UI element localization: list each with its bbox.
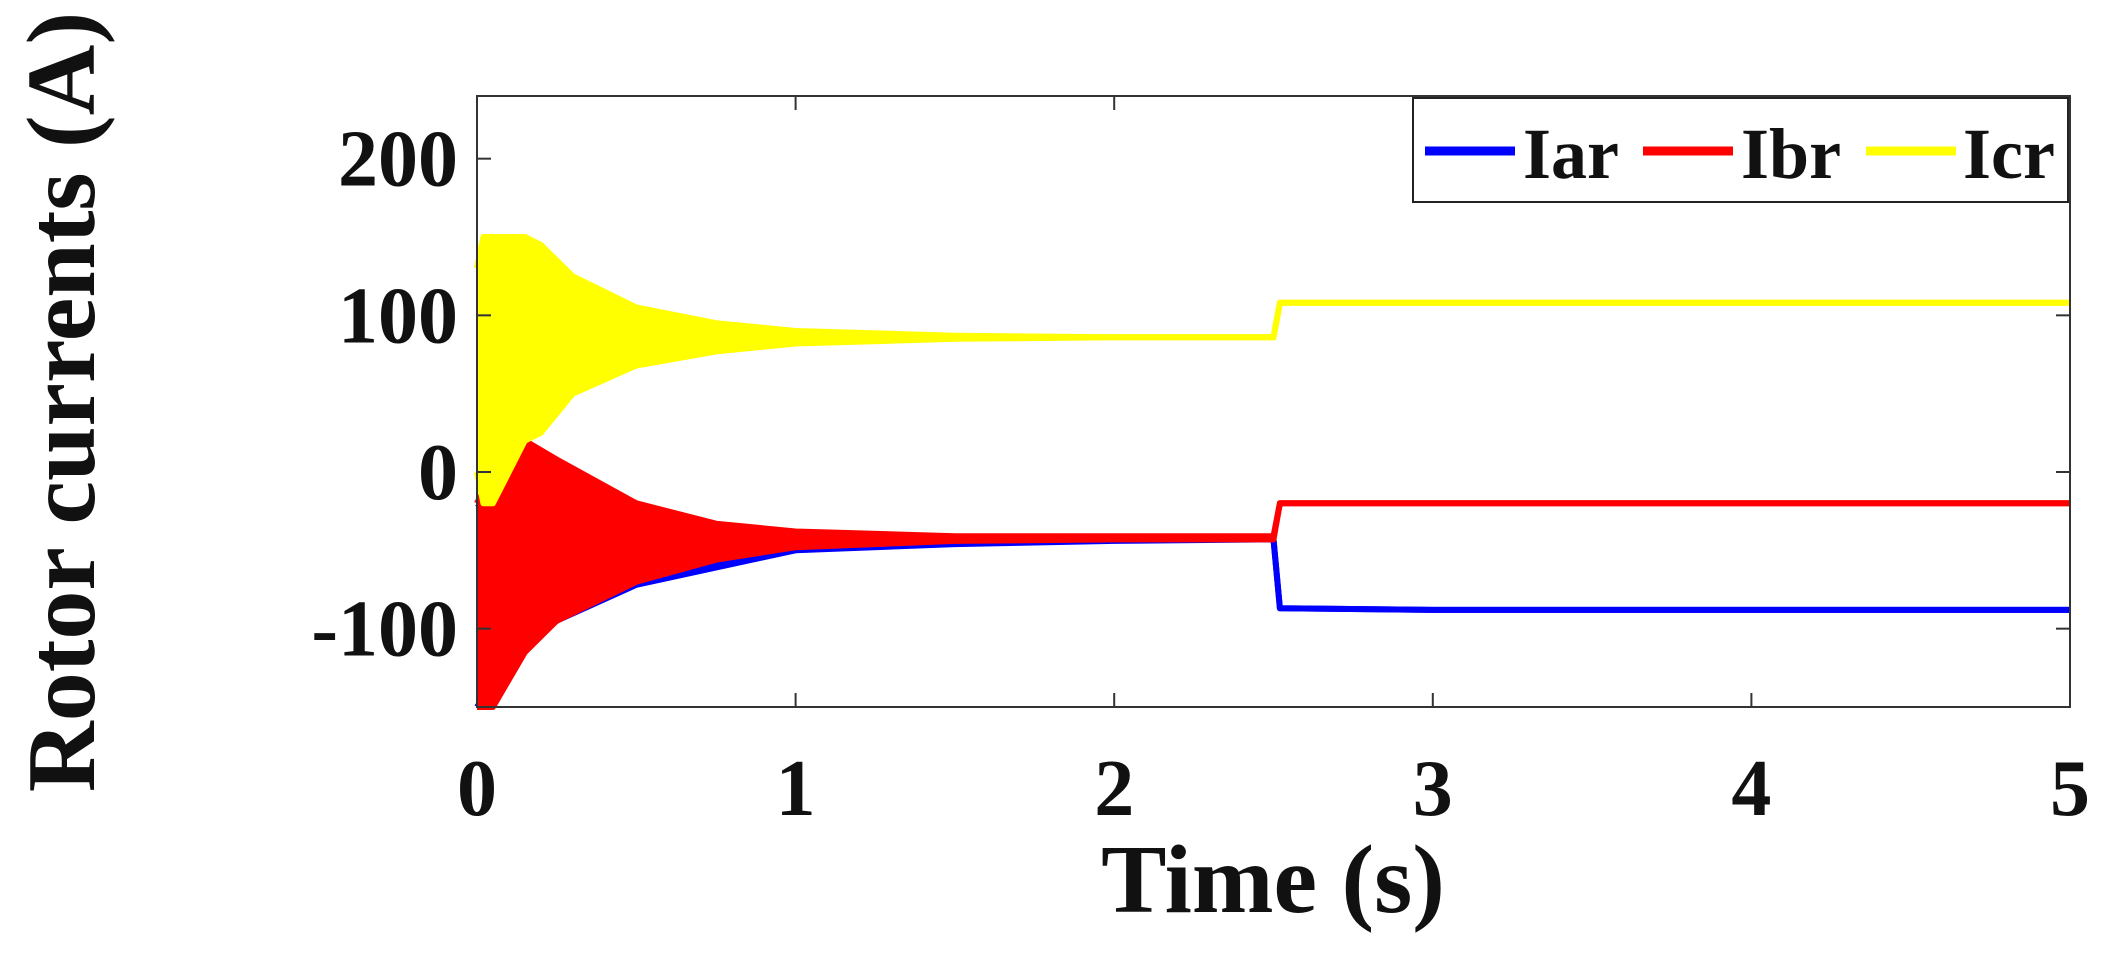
legend-label-iar: Iar bbox=[1523, 114, 1619, 194]
legend-label-ibr: Ibr bbox=[1741, 114, 1841, 194]
x-tick-label: 5 bbox=[2050, 745, 2090, 833]
x-tick-label: 0 bbox=[457, 745, 497, 833]
series-envelope-icr bbox=[477, 237, 2070, 504]
series-line-ibr-lower bbox=[477, 500, 2070, 710]
plot-frame bbox=[476, 95, 2071, 708]
legend-label-icr: Icr bbox=[1963, 114, 2055, 194]
x-tick-label: 2 bbox=[1094, 745, 1134, 833]
series-line-ibr-upper bbox=[474, 437, 2070, 540]
legend: Iar Ibr Icr bbox=[1412, 97, 2069, 203]
data-layer bbox=[474, 234, 2070, 710]
y-tick-label: 100 bbox=[338, 272, 458, 360]
x-tick-label: 4 bbox=[1731, 745, 1771, 833]
x-tick-label: 1 bbox=[776, 745, 816, 833]
series-envelope-ibr bbox=[477, 440, 2070, 707]
y-tick-label: 200 bbox=[338, 116, 458, 204]
y-axis-label: Rotor currents (A) bbox=[8, 12, 116, 792]
y-tick-label: 0 bbox=[418, 429, 458, 517]
x-tick-label: 3 bbox=[1413, 745, 1453, 833]
legend-box bbox=[1412, 97, 2069, 203]
series-line-iar-lower bbox=[474, 536, 2070, 709]
x-axis-label: Time (s) bbox=[1101, 826, 1445, 934]
series-line-icr-lower bbox=[474, 299, 2070, 507]
tick-labels: 0 1 2 3 4 5 -100 0 100 200 bbox=[311, 116, 2090, 833]
y-tick-label: -100 bbox=[311, 586, 458, 674]
